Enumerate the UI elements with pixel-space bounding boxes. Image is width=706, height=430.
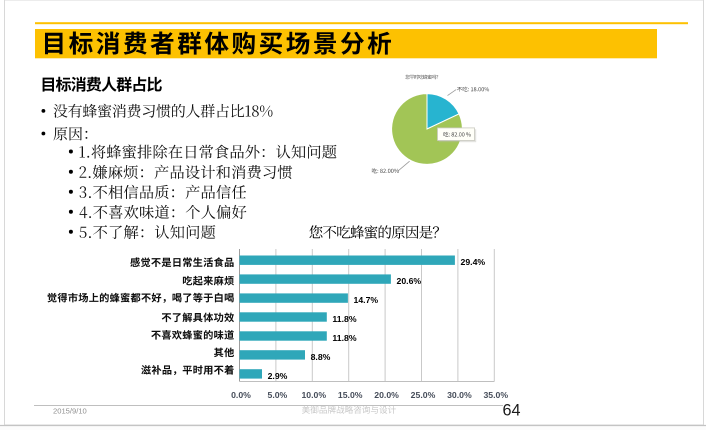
svg-text:25.0%: 25.0% [411, 390, 436, 400]
svg-text:8.8%: 8.8% [311, 352, 331, 362]
svg-text:20.6%: 20.6% [397, 276, 422, 286]
svg-text:11.8%: 11.8% [332, 314, 356, 324]
svg-text:2015/9/10: 2015/9/10 [53, 406, 87, 415]
svg-text:15.0%: 15.0% [338, 390, 363, 400]
svg-text:10.0%: 10.0% [301, 390, 326, 400]
svg-text:11.8%: 11.8% [332, 333, 356, 343]
svg-text:20.0%: 20.0% [374, 390, 399, 400]
svg-text:5.0%: 5.0% [267, 390, 287, 400]
svg-text:35.0%: 35.0% [483, 390, 508, 400]
svg-text:29.4%: 29.4% [461, 257, 486, 267]
svg-text:64: 64 [503, 401, 521, 419]
svg-text:14.7%: 14.7% [354, 295, 379, 305]
svg-text:30.0%: 30.0% [447, 390, 472, 400]
svg-text:2.9%: 2.9% [268, 371, 288, 381]
svg-text:0.0%: 0.0% [231, 390, 251, 400]
